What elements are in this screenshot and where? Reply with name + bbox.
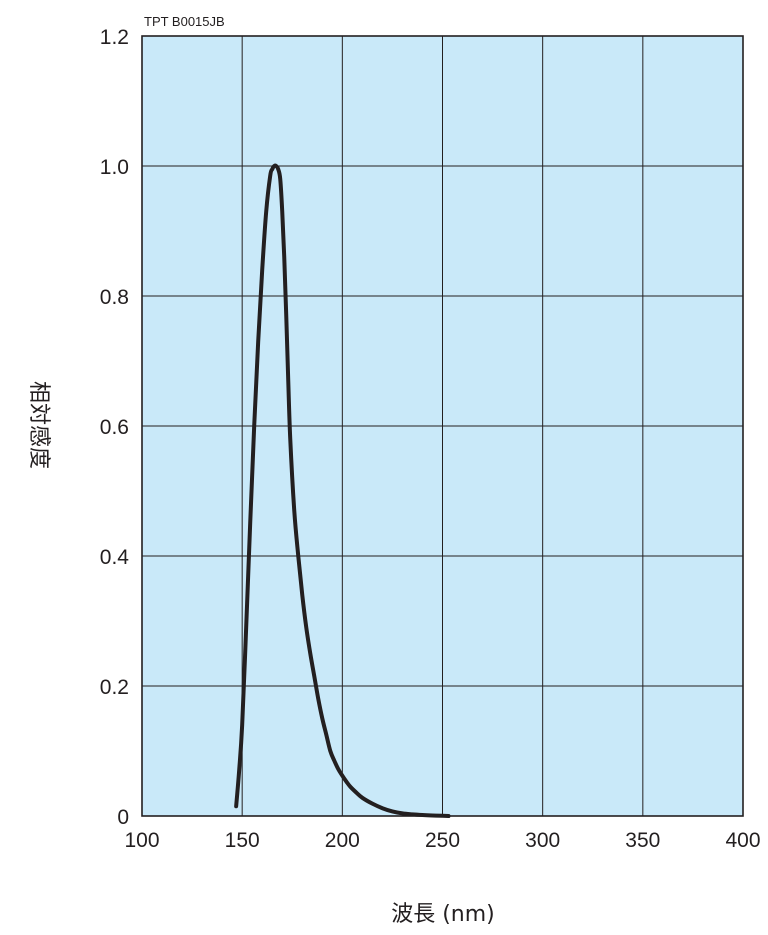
y-tick-label: 0.2 [100, 676, 129, 699]
series-layer [234, 163, 451, 818]
x-tick-label: 200 [325, 829, 360, 852]
tick-label-layer: 100 150 200 250 300 350 400 0 0.2 0.4 0.6 0.8 1.0 1.2 [100, 26, 761, 852]
y-tick-label: 1.2 [100, 26, 129, 49]
x-tick-label: 150 [225, 829, 260, 852]
y-tick-label: 0 [117, 806, 129, 829]
figure-code-label: TPT B0015JB [144, 14, 225, 29]
x-tick-label: 350 [625, 829, 660, 852]
grid-layer [142, 36, 743, 816]
y-tick-label: 1.0 [100, 156, 129, 179]
x-tick-label: 250 [425, 829, 460, 852]
y-tick-label: 0.8 [100, 286, 129, 309]
x-tick-label: 300 [525, 829, 560, 852]
x-tick-label: 100 [124, 829, 159, 852]
x-axis-title: 波長 (nm) [391, 902, 495, 927]
y-axis-title: 相対感度 [26, 381, 51, 469]
y-tick-label: 0.4 [100, 546, 130, 569]
x-tick-label: 400 [725, 829, 760, 852]
series-line-0 [234, 163, 451, 818]
y-tick-label: 0.6 [100, 416, 129, 439]
